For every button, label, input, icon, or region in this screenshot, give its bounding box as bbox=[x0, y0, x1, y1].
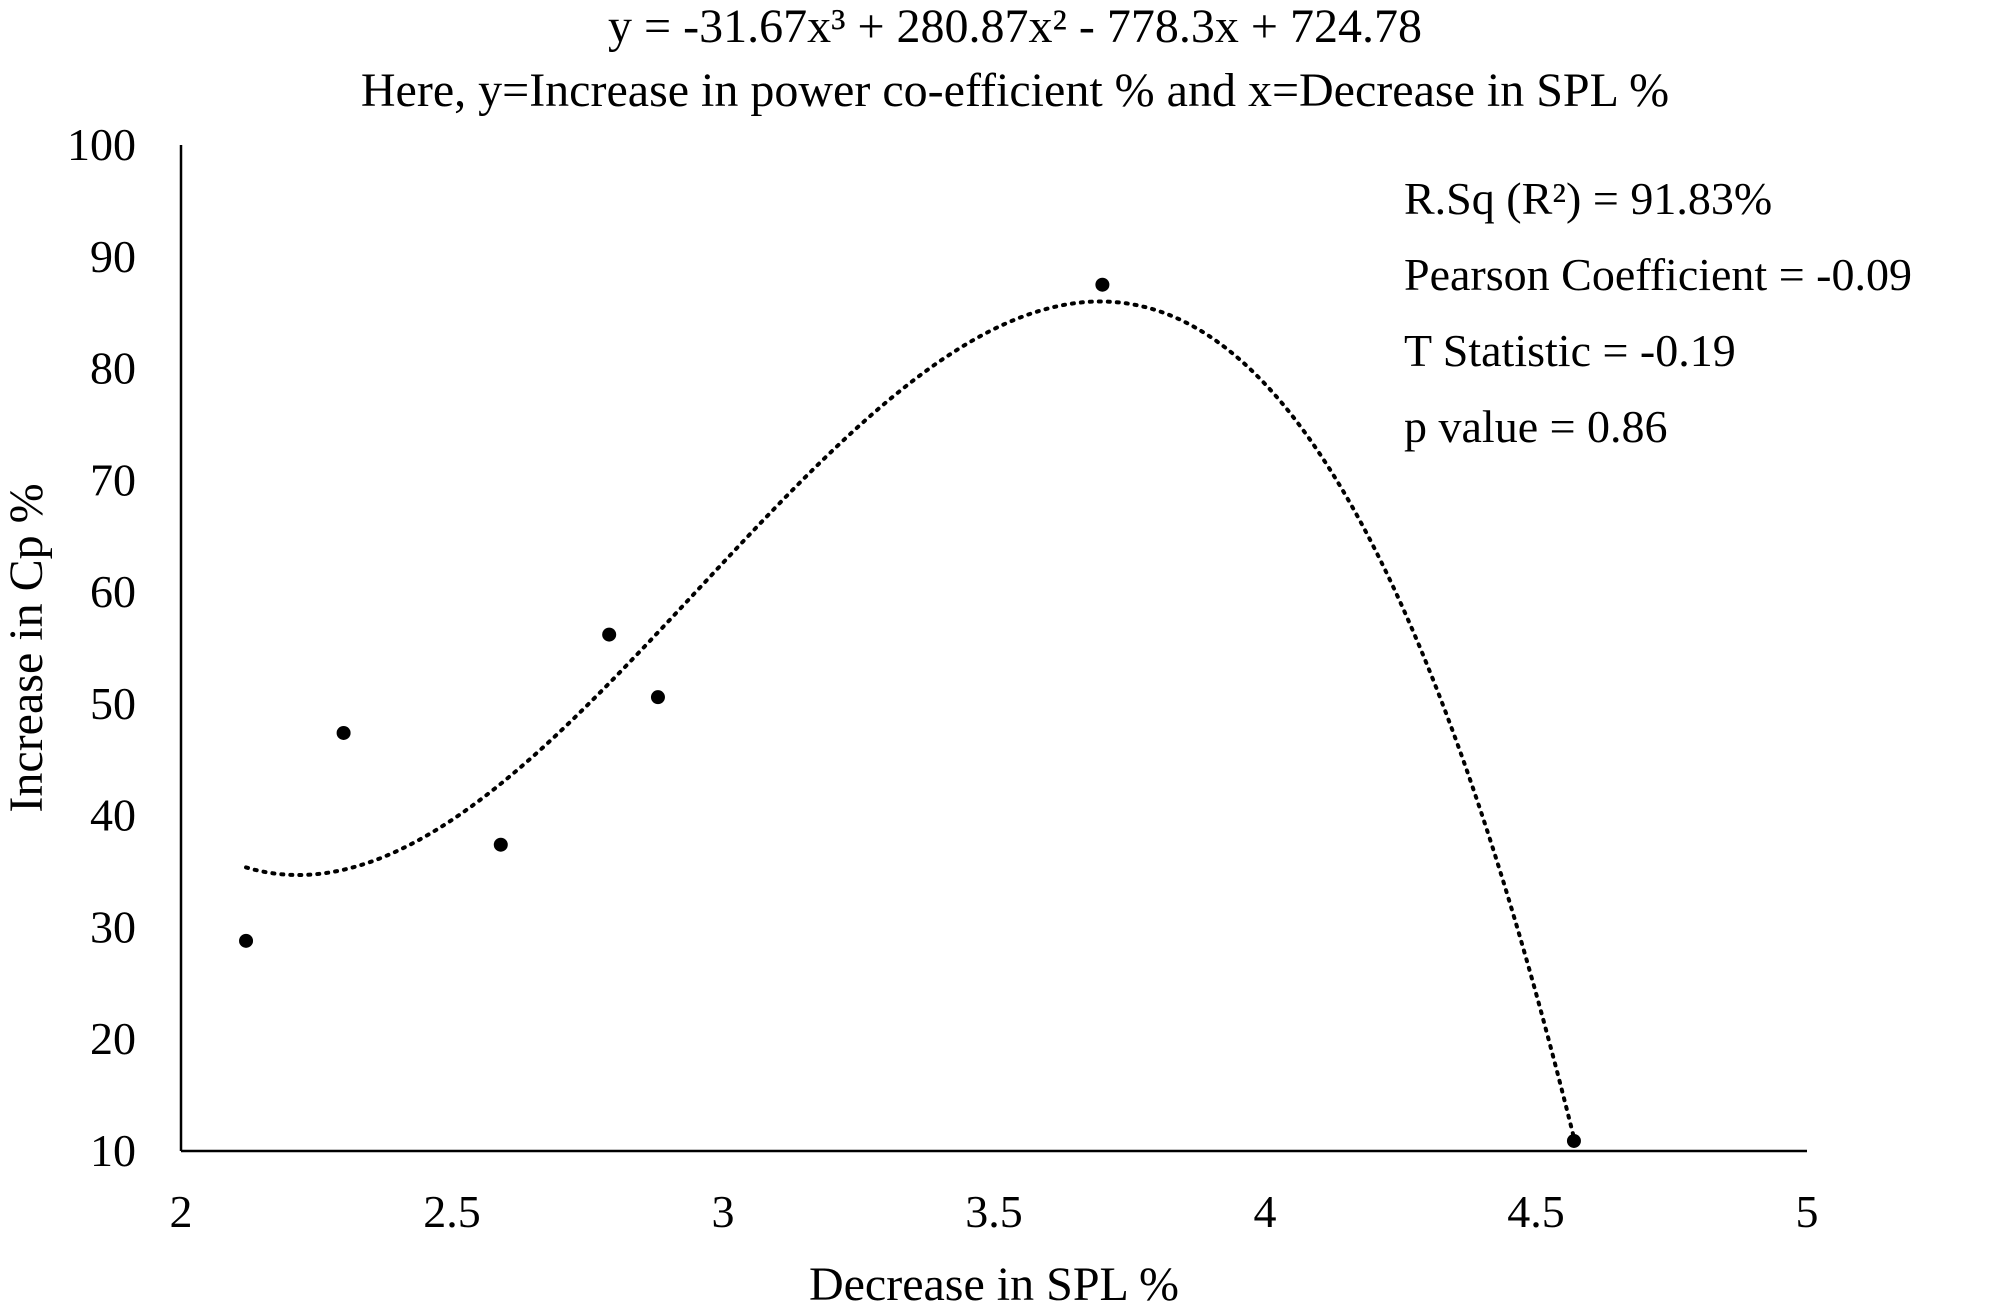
y-tick-label: 30 bbox=[90, 901, 136, 952]
statistics-annotations: R.Sq (R²) = 91.83% Pearson Coefficient = … bbox=[1404, 173, 1912, 452]
stat-annotation: Pearson Coefficient = -0.09 bbox=[1404, 249, 1912, 300]
x-tick-labels: 2 2.5 3 3.5 4 4.5 5 bbox=[170, 1186, 1819, 1237]
y-tick-label: 70 bbox=[90, 454, 136, 505]
data-point bbox=[602, 627, 617, 642]
y-tick-label: 50 bbox=[90, 678, 136, 729]
data-points bbox=[239, 277, 1581, 1148]
data-point bbox=[1566, 1133, 1581, 1148]
x-tick-label: 4.5 bbox=[1507, 1186, 1565, 1237]
y-tick-label: 80 bbox=[90, 343, 136, 394]
x-tick-label: 4 bbox=[1254, 1186, 1277, 1237]
x-tick-label: 3.5 bbox=[965, 1186, 1023, 1237]
polynomial-trendline bbox=[244, 299, 1576, 1140]
y-tick-label: 40 bbox=[90, 790, 136, 841]
chart-subtitle: Here, y=Increase in power co-efficient %… bbox=[361, 64, 1669, 117]
y-tick-label: 60 bbox=[90, 566, 136, 617]
y-tick-label: 20 bbox=[90, 1013, 136, 1064]
data-point bbox=[650, 690, 665, 705]
y-axis-title: Increase in Cp % bbox=[0, 483, 53, 812]
x-tick-label: 5 bbox=[1796, 1186, 1819, 1237]
y-tick-label: 100 bbox=[67, 119, 136, 170]
stat-annotation: R.Sq (R²) = 91.83% bbox=[1404, 173, 1772, 224]
y-tick-labels: 10 20 30 40 50 60 70 80 90 100 bbox=[67, 119, 136, 1176]
stat-annotation: p value = 0.86 bbox=[1404, 401, 1668, 452]
x-tick-label: 2.5 bbox=[423, 1186, 481, 1237]
chart-title: y = -31.67x³ + 280.87x² - 778.3x + 724.7… bbox=[608, 0, 1422, 53]
x-tick-label: 2 bbox=[170, 1186, 193, 1237]
x-tick-label: 3 bbox=[712, 1186, 735, 1237]
x-axis-title: Decrease in SPL % bbox=[809, 1258, 1179, 1305]
y-tick-label: 90 bbox=[90, 231, 136, 282]
data-point bbox=[493, 837, 508, 852]
data-point bbox=[239, 933, 254, 948]
data-point bbox=[336, 725, 351, 740]
data-point bbox=[1095, 277, 1110, 292]
y-tick-label: 10 bbox=[90, 1125, 136, 1176]
stat-annotation: T Statistic = -0.19 bbox=[1404, 325, 1736, 376]
